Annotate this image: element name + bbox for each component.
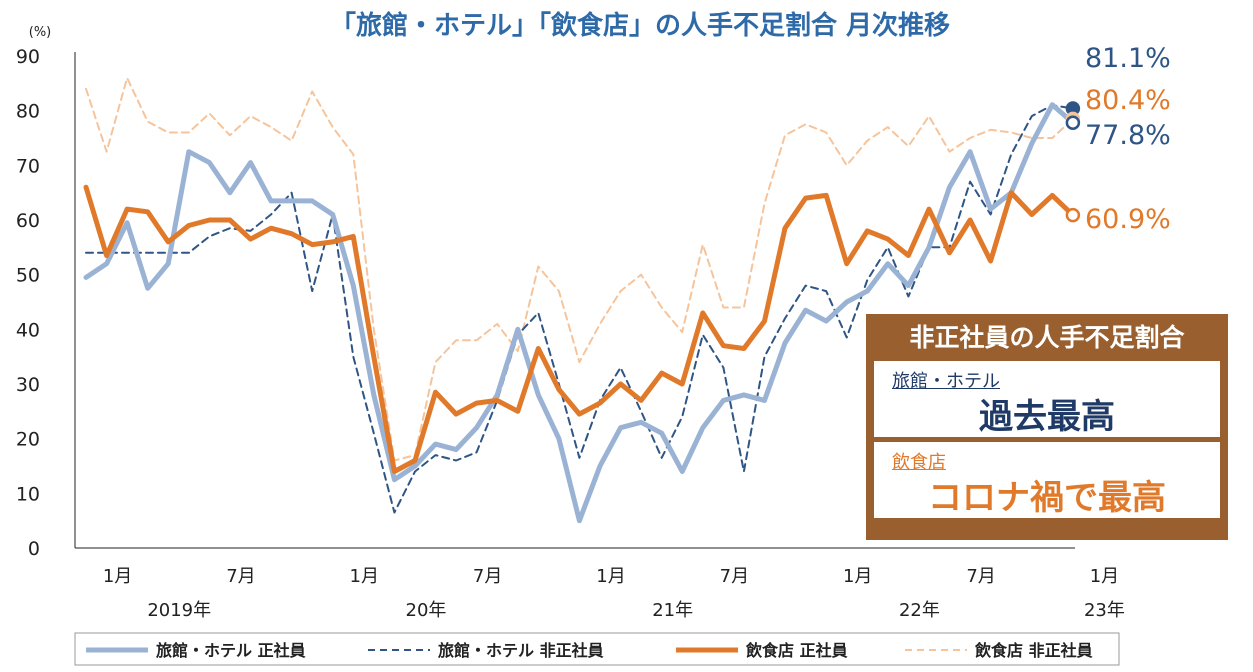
legend-label: 旅館・ホテル 正社員	[156, 641, 306, 660]
x-tick-month: 1月	[350, 566, 379, 587]
x-tick-month: 1月	[843, 566, 872, 587]
info-box-header: 非正社員の人手不足割合	[909, 323, 1185, 352]
y-tick-label: 80	[16, 101, 40, 123]
series-line-2	[83, 184, 1076, 474]
series-line-3	[85, 76, 1074, 462]
y-tick-label: 40	[16, 319, 40, 341]
legend-label: 飲食店 正社員	[745, 641, 848, 660]
x-tick-month: 1月	[596, 566, 625, 587]
info-panel-restaurant-value: コロナ禍で最高	[928, 478, 1166, 518]
y-tick-label: 0	[28, 538, 40, 560]
x-tick-month: 7月	[226, 566, 255, 587]
end-marker-0	[1065, 115, 1081, 130]
series-line-0	[83, 102, 1076, 524]
x-tick-month: 7月	[966, 566, 995, 587]
y-tick-label: 30	[16, 374, 40, 396]
x-tick-month: 1月	[103, 566, 132, 587]
end-value-label: 77.8%	[1085, 120, 1171, 151]
info-panel-restaurant: 飲食店 コロナ禍で最高	[874, 442, 1220, 518]
x-tick-year: 22年	[899, 600, 940, 621]
end-marker-2	[1065, 207, 1081, 223]
y-tick-label: 60	[16, 210, 40, 232]
y-tick-label: 70	[16, 155, 40, 177]
x-tick-year: 23年	[1084, 600, 1125, 621]
end-value-label: 60.9%	[1085, 204, 1171, 235]
legend-label: 旅館・ホテル 非正社員	[438, 641, 604, 660]
y-tick-label: 50	[16, 265, 40, 287]
x-tick-month: 1月	[1090, 566, 1119, 587]
info-box: 非正社員の人手不足割合 旅館・ホテル 過去最高 飲食店 コロナ禍で最高	[866, 314, 1228, 540]
info-panel-restaurant-label: 飲食店	[892, 452, 946, 473]
info-panel-ryokan-label: 旅館・ホテル	[892, 371, 1000, 392]
y-axis-label: (%)	[29, 25, 52, 40]
end-value-label: 81.1%	[1085, 43, 1171, 74]
y-tick-label: 20	[16, 429, 40, 451]
x-tick-month: 7月	[473, 566, 502, 587]
x-tick-year: 21年	[652, 600, 693, 621]
x-tick-year: 2019年	[147, 600, 211, 621]
series-line-1	[85, 104, 1074, 514]
y-tick-label: 10	[16, 483, 40, 505]
y-tick-label: 90	[16, 46, 40, 68]
legend-label: 飲食店 非正社員	[974, 641, 1093, 660]
chart-title: 「旅館・ホテル」「飲食店」の人手不足割合 月次推移	[330, 10, 950, 41]
info-panel-ryokan-value: 過去最高	[979, 397, 1115, 437]
x-tick-year: 20年	[406, 600, 447, 621]
x-tick-month: 7月	[720, 566, 749, 587]
info-panel-ryokan: 旅館・ホテル 過去最高	[874, 361, 1220, 437]
end-value-label: 80.4%	[1085, 85, 1171, 116]
